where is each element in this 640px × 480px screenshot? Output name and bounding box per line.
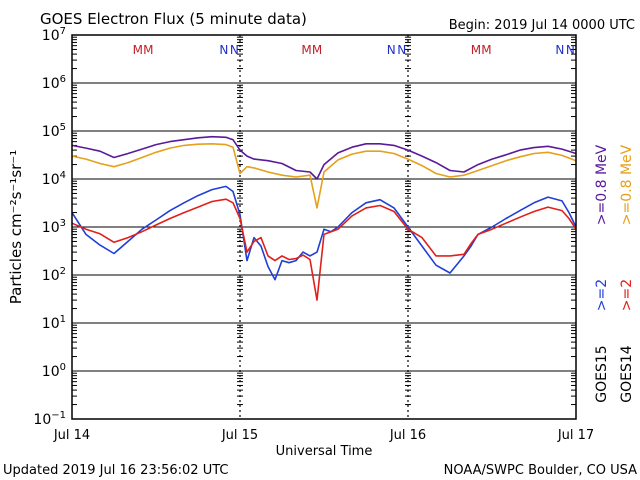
- legend-item-3: >=2: [594, 279, 610, 311]
- y-tick-labels: 107 106 105 104 103 102 101 100 10−1: [33, 26, 66, 428]
- series-line-1: [71, 198, 577, 301]
- marker-n-11: N: [566, 43, 575, 57]
- legend-item-0: >=0.8 MeV: [619, 144, 635, 225]
- y-tick-label-3: 104: [42, 170, 66, 188]
- y-tick-label-0: 107: [42, 26, 66, 44]
- y-tick-label-1: 106: [42, 74, 66, 92]
- marker-m-1: M: [143, 43, 153, 57]
- x-tick-label-2: Jul 16: [389, 428, 426, 443]
- marker-n-7: N: [397, 43, 406, 57]
- marker-m-8: M: [471, 43, 481, 57]
- marker-m-5: M: [312, 43, 322, 57]
- y-tick-label-2: 105: [42, 122, 66, 140]
- updated-timestamp: Updated 2019 Jul 16 23:56:02 UTC: [3, 463, 228, 478]
- begin-timestamp: Begin: 2019 Jul 14 0000 UTC: [449, 18, 635, 33]
- legend-item-1: >=0.8 MeV: [594, 144, 610, 225]
- marker-m-4: M: [301, 43, 311, 57]
- right-legend: >=0.8 MeV >=0.8 MeV >=2 >=2 GOES14 GOES15: [594, 144, 635, 402]
- y-tick-label-4: 103: [42, 218, 66, 236]
- y-tick-label-5: 102: [42, 266, 66, 284]
- series-line-3: [71, 143, 577, 209]
- x-tick-labels: Jul 14 Jul 15 Jul 16 Jul 17: [53, 428, 594, 443]
- legend-item-4: GOES14: [619, 345, 635, 403]
- marker-m-0: M: [133, 43, 143, 57]
- x-tick-label-3: Jul 17: [557, 428, 594, 443]
- marker-n-3: N: [230, 43, 239, 57]
- minor-ticks: [72, 36, 576, 406]
- x-axis-label: Universal Time: [276, 444, 373, 459]
- x-tick-label-0: Jul 14: [53, 428, 90, 443]
- y-tick-label-6: 101: [42, 314, 66, 332]
- y-tick-label-7: 100: [42, 362, 66, 380]
- y-axis-label: Particles cm⁻²s⁻¹sr⁻¹: [7, 150, 25, 304]
- marker-n-2: N: [219, 43, 228, 57]
- marker-m-9: M: [481, 43, 491, 57]
- credit-text: NOAA/SWPC Boulder, CO USA: [444, 463, 637, 478]
- y-tick-label-8: 10−1: [33, 410, 66, 428]
- series-line-0: [71, 185, 577, 281]
- series-line-2: [71, 135, 577, 180]
- marker-n-6: N: [387, 43, 396, 57]
- chart-title: GOES Electron Flux (5 minute data): [40, 10, 307, 28]
- marker-n-10: N: [555, 43, 564, 57]
- series-group: [71, 135, 577, 301]
- plot-frame: [71, 34, 577, 420]
- legend-item-2: >=2: [619, 279, 635, 311]
- legend-item-5: GOES15: [594, 345, 610, 402]
- x-tick-label-1: Jul 15: [221, 428, 258, 443]
